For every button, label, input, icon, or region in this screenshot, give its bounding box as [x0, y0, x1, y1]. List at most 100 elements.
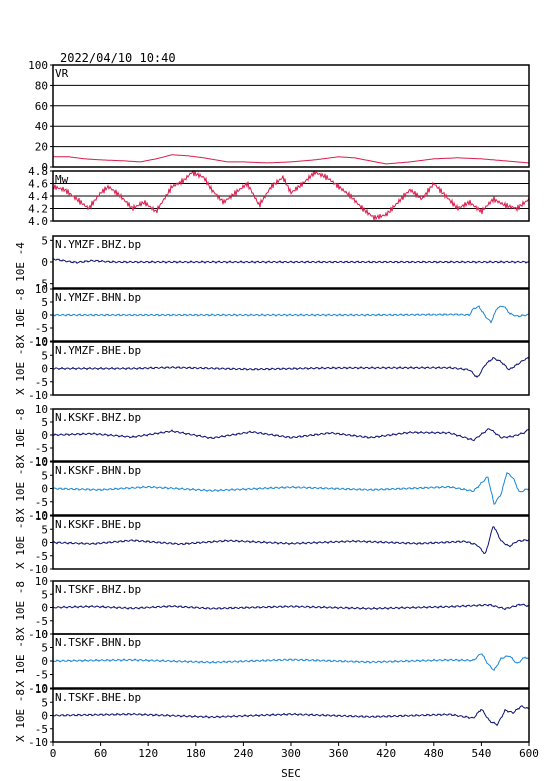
y-tick-label: 80 [35, 79, 48, 92]
series-line [52, 356, 530, 378]
y-tick-label: 10 [35, 456, 48, 469]
panel-label: N.TSKF.BHN.bp [55, 636, 141, 649]
y-tick-label: -10 [28, 563, 48, 576]
panel-2: 5 0 -5 10E -4 N.YMZF.BHZ.bp [14, 234, 530, 291]
y-unit-label: X 10E -8 [14, 409, 27, 462]
y-tick-label: 10 [35, 336, 48, 349]
y-tick-label: 60 [35, 100, 48, 113]
y-tick-label: 5 [41, 469, 48, 482]
panel-frame [52, 170, 530, 222]
series-line [52, 258, 530, 264]
x-tick-label: 180 [186, 747, 206, 760]
panel-frame [52, 235, 530, 289]
y-tick-label: 0 [41, 363, 48, 376]
series-line [52, 603, 530, 611]
panel-frame [52, 633, 530, 689]
y-unit-label: X 10E -8 [14, 689, 27, 742]
y-tick-label: -5 [35, 278, 48, 291]
y-tick-label: -10 [28, 389, 48, 402]
y-tick-label: 40 [35, 120, 48, 133]
y-tick-label: 0 [41, 483, 48, 496]
y-tick-label: 0 [41, 309, 48, 322]
y-tick-label: 0 [41, 655, 48, 668]
y-tick-label: 0 [41, 537, 48, 550]
y-tick-label: 4.2 [28, 203, 48, 216]
y-tick-label: 0 [41, 429, 48, 442]
x-tick-label: 120 [138, 747, 158, 760]
panel-label: Mw [55, 173, 69, 186]
y-tick-label: -5 [35, 496, 48, 509]
panel-1: 4.84.64.44.24.0 Mw [28, 165, 530, 228]
panel-frame [52, 461, 530, 516]
y-tick-label: -5 [35, 723, 48, 736]
x-tick-label: 300 [281, 747, 301, 760]
panel-label: VR [55, 67, 69, 80]
y-tick-label: 4.0 [28, 215, 48, 228]
y-unit-label: X 10E -8 [14, 581, 27, 634]
x-tick-label: 0 [50, 747, 57, 760]
panel-3: 10 50-5-10X 10E -8 N.YMZF.BHN.bp [14, 283, 530, 348]
x-tick-label: 600 [519, 747, 539, 760]
x-tick-label: 540 [471, 747, 491, 760]
panel-frame [52, 64, 530, 168]
y-unit-label: 10E -4 [14, 242, 27, 282]
y-tick-label: 0 [41, 710, 48, 723]
y-tick-label: 0 [41, 161, 48, 174]
y-tick-label: 10 [35, 403, 48, 416]
y-tick-label: -5 [35, 669, 48, 682]
y-tick-label: 5 [41, 296, 48, 309]
y-tick-label: 10 [35, 628, 48, 641]
y-tick-label: -10 [28, 335, 48, 348]
series-line [52, 653, 530, 672]
series-line [52, 428, 530, 442]
y-tick-label: 0 [41, 602, 48, 615]
y-tick-label: 100 [28, 59, 48, 72]
y-tick-label: 10 [35, 510, 48, 523]
panel-frame [52, 515, 530, 570]
panel-label: N.KSKF.BHE.bp [55, 518, 141, 531]
series-line [52, 526, 530, 555]
y-tick-label: 20 [35, 141, 48, 154]
panel-label: N.YMZF.BHE.bp [55, 344, 141, 357]
panel-label: N.YMZF.BHZ.bp [55, 238, 141, 251]
panel-label: N.TSKF.BHE.bp [55, 691, 141, 704]
series-line [52, 305, 529, 324]
x-tick-label: 360 [329, 747, 349, 760]
y-unit-label: X 10E -8 [14, 635, 27, 688]
panel-frame [52, 288, 530, 342]
y-tick-label: 5 [41, 696, 48, 709]
panel-frame [52, 408, 530, 462]
y-unit-label: X 10E -8 [14, 289, 27, 342]
y-tick-label: 4.8 [28, 165, 48, 178]
y-tick-label: 4.4 [28, 190, 48, 203]
y-tick-label: -10 [28, 455, 48, 468]
panel-0: 100 80 60 40 20 0 VR [28, 59, 530, 174]
x-tick-label: 60 [94, 747, 107, 760]
panel-label: N.YMZF.BHN.bp [55, 291, 141, 304]
y-tick-label: 0 [41, 256, 48, 269]
y-unit-label: X 10E -8 [14, 342, 27, 395]
x-axis: 0 60 120 180 240 300 360 420 480 540 600 [50, 742, 539, 760]
series-line [52, 169, 530, 221]
y-tick-label: 5 [41, 523, 48, 536]
y-tick-label: 5 [41, 642, 48, 655]
panel-label: N.TSKF.BHZ.bp [55, 583, 141, 596]
series-line [52, 472, 530, 505]
y-tick-label: -5 [35, 615, 48, 628]
y-tick-label: 10 [35, 575, 48, 588]
y-tick-label: 5 [41, 416, 48, 429]
series-line [52, 705, 530, 727]
y-tick-label: -5 [35, 322, 48, 335]
x-tick-label: 480 [424, 747, 444, 760]
y-tick-label: -5 [35, 550, 48, 563]
timestamp-label: 2022/04/10 10:40 [60, 51, 176, 65]
x-axis-label: SEC [281, 767, 301, 780]
panel-frame [52, 341, 530, 396]
